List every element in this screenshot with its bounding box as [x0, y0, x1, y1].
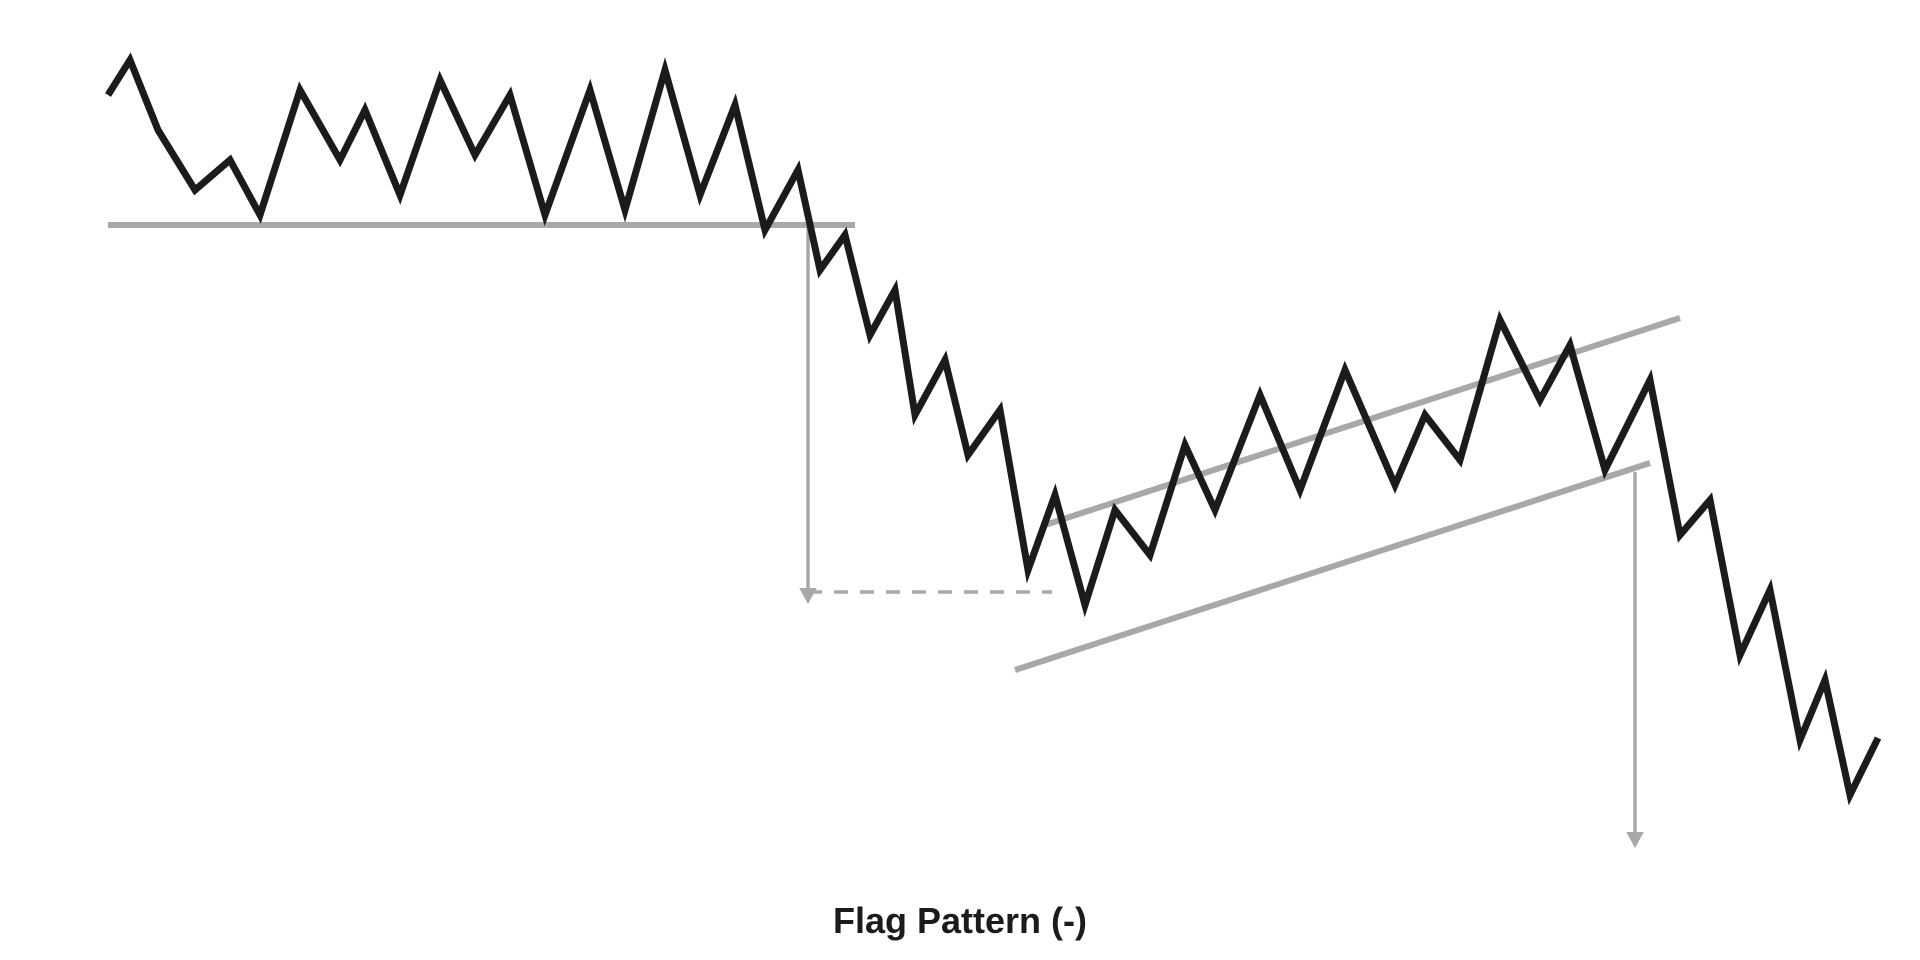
flag-channel-bottom [1015, 463, 1650, 670]
flag-pattern-svg [0, 0, 1920, 960]
caption-text: Flag Pattern (-) [0, 900, 1920, 942]
price-line [108, 60, 1878, 795]
flag-channel-top [1045, 318, 1680, 525]
diagram-stage: Flag Pattern (-) [0, 0, 1920, 960]
target-measure-arrow-head [1626, 832, 1644, 848]
